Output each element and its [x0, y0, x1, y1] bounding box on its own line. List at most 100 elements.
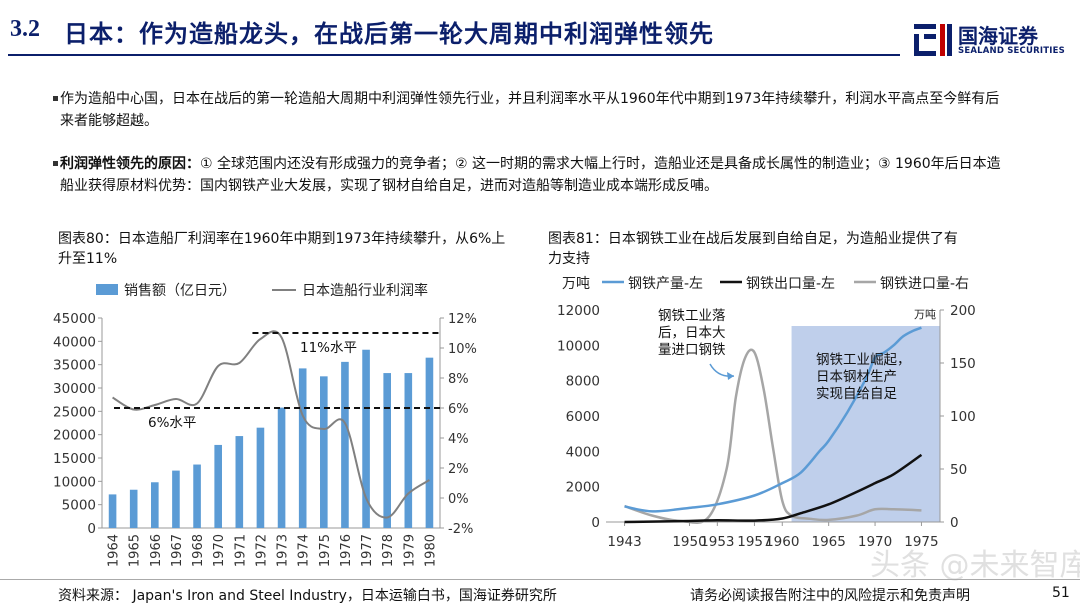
- page-number: 51: [1052, 585, 1070, 601]
- y-right-unit: 万吨: [914, 308, 936, 321]
- bar-sales: [362, 349, 370, 528]
- bar-sales: [193, 464, 201, 528]
- x-tick-label: 1943: [607, 534, 641, 550]
- footer-divider: [0, 579, 1080, 580]
- bar-sales: [404, 373, 413, 528]
- annotation-self-sufficiency: 实现自给自足: [816, 386, 897, 402]
- annotation-self-sufficiency: 钢铁工业崛起，: [816, 352, 911, 368]
- y-left-tick-label: 2000: [566, 480, 600, 496]
- x-tick-label: 1974: [297, 534, 312, 567]
- bar-sales: [425, 357, 434, 528]
- x-tick-label: 1957: [737, 534, 771, 550]
- y-right-tick-label: 2%: [448, 462, 469, 477]
- section-number: 3.2: [10, 16, 40, 42]
- legend-label-profit: 日本造船行业利润率: [302, 282, 428, 299]
- x-tick-label: 1975: [904, 534, 938, 550]
- y-left-tick-label: 0: [591, 515, 600, 531]
- x-tick-label: 1960: [765, 534, 799, 550]
- y-right-tick-label: 10%: [448, 342, 477, 357]
- logo-text-en: SEALAND SECURITIES: [958, 46, 1065, 56]
- bar-sales: [214, 444, 222, 528]
- line-steel-import: [624, 348, 922, 524]
- y-left-tick-label: 4000: [566, 444, 600, 460]
- line-steel-export: [624, 453, 923, 524]
- y-left-tick-label: 10000: [557, 338, 600, 354]
- y-left-tick-label: 0: [87, 521, 96, 537]
- bar-sales: [277, 407, 286, 528]
- y-left-tick-label: 40000: [53, 334, 96, 350]
- x-tick-label: 1965: [811, 534, 845, 550]
- y-right-tick-label: 200: [950, 303, 976, 319]
- bar-sales: [383, 373, 391, 528]
- watermark-text: 头条 @未来智库: [870, 548, 1080, 583]
- bar-sales: [256, 427, 265, 528]
- bar-sales: [298, 368, 307, 528]
- bullet-paragraph-2: 利润弹性领先的原因：① 全球范围内还没有形成强力的竞争者；② 这一时期的需求大幅…: [53, 153, 1010, 197]
- x-tick-label: 1967: [170, 534, 185, 567]
- bar-sales: [235, 436, 244, 528]
- company-logo: 国海证券 SEALAND SECURITIES: [912, 20, 1065, 60]
- y-left-tick-label: 5000: [62, 498, 96, 514]
- x-tick-label: 1973: [276, 534, 291, 567]
- x-tick-label: 1970: [212, 534, 227, 567]
- level-label-6pct: 6%水平: [148, 415, 196, 431]
- bar-sales: [151, 482, 159, 528]
- bullet-marker: [53, 161, 58, 166]
- bar-sales: [341, 361, 349, 528]
- x-tick-label: 1964: [107, 534, 122, 567]
- legend-swatch-sales: [96, 284, 118, 295]
- source-note: 资料来源： Japan's Iron and Steel Industry，日本…: [58, 588, 557, 604]
- y-right-tick-label: 12%: [448, 312, 477, 327]
- bar-sales: [320, 376, 328, 528]
- y-right-tick-label: 0%: [448, 492, 469, 507]
- x-tick-label: 1968: [191, 534, 206, 567]
- bar-sales: [129, 489, 138, 528]
- bar-sales: [172, 470, 180, 528]
- annotation-import-era: 后，日本大: [658, 325, 726, 341]
- y-right-tick-label: 100: [950, 409, 976, 425]
- logo-mark-icon: [914, 24, 952, 56]
- steel-industry-chart: 万吨 钢铁产量-左 钢铁出口量-左 钢铁进口量-右万吨0200040006000800…: [557, 276, 976, 550]
- x-tick-label: 1975: [318, 534, 333, 567]
- disclaimer-note: 请务必阅读报告附注中的风险提示和免责声明: [690, 588, 970, 604]
- level-label-11pct: 11%水平: [300, 340, 357, 356]
- annotation-self-sufficiency: 日本钢材生产: [816, 369, 897, 385]
- x-tick-label: 1976: [339, 534, 354, 567]
- shaded-self-sufficiency-region: [791, 326, 940, 522]
- chart-caption-left: 图表80：日本造船厂利润率在1960年中期到1973年持续攀升，从6%上升至11…: [58, 231, 506, 267]
- y-left-tick-label: 25000: [53, 404, 96, 420]
- bullet-text: ① 全球范围内还没有形成强力的竞争者；② 这一时期的需求大幅上行时，造船业还是具…: [60, 156, 1001, 194]
- chart-caption-right: 图表81：日本钢铁工业在战后发展到自给自足，为造船业提供了有力支持: [548, 231, 958, 267]
- annotation-arrow-head: [727, 372, 734, 380]
- page-title: 日本：作为造船龙头，在战后第一轮大周期中利润弹性领先: [64, 20, 714, 48]
- x-tick-label: 1971: [233, 534, 248, 567]
- bullet-marker: [53, 96, 58, 101]
- y-right-tick-label: 0: [950, 515, 959, 531]
- line-steel-production: [624, 326, 922, 513]
- line-profit-rate: [112, 330, 430, 519]
- bullet-text: 作为造船中心国，日本在战后的第一轮造船大周期中利润弹性领先行业，并且利润率水平从…: [60, 91, 1000, 129]
- y-left-tick-label: 12000: [557, 303, 600, 319]
- title-divider: [8, 54, 900, 56]
- legend-label-sales: 销售额（亿日元）: [124, 283, 236, 299]
- y-left-tick-label: 6000: [566, 409, 600, 425]
- x-tick-label: 1965: [128, 534, 143, 567]
- legend-label-import: 钢铁进口量-右: [880, 276, 969, 292]
- x-tick-label: 1978: [381, 534, 396, 567]
- x-tick-label: 1970: [858, 534, 892, 550]
- y-left-tick-label: 35000: [53, 358, 96, 374]
- x-tick-label: 1980: [423, 534, 438, 567]
- shipbuilding-profit-chart: 销售额（亿日元） 日本造船行业利润率 0 5000 10000 15000 20000 250…: [53, 282, 477, 567]
- y-left-tick-label: 8000: [566, 374, 600, 390]
- y-right-tick-label: 8%: [448, 372, 469, 387]
- annotation-import-era: 量进口钢铁: [658, 342, 726, 358]
- y-right-tick-label: 4%: [448, 432, 469, 447]
- legend-label-export: 钢铁出口量-左: [746, 276, 835, 292]
- x-tick-label: 1977: [360, 534, 375, 567]
- bar-sales: [108, 494, 117, 528]
- x-tick-label: 1979: [402, 534, 417, 567]
- y-left-tick-label: 20000: [53, 428, 96, 444]
- bullet-bold: 利润弹性领先的原因：: [60, 156, 200, 172]
- y-left-unit: 万吨: [562, 276, 590, 292]
- x-tick-label: 1972: [254, 534, 269, 567]
